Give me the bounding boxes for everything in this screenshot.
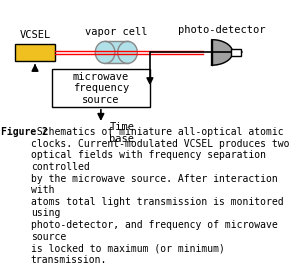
Text: vapor cell: vapor cell — [85, 27, 147, 37]
Ellipse shape — [95, 41, 115, 63]
Text: photo-detector: photo-detector — [178, 25, 266, 35]
Text: microwave
frequency
source: microwave frequency source — [73, 71, 129, 105]
Polygon shape — [212, 40, 233, 65]
Bar — [105, 41, 128, 63]
Text: Figure 2: Figure 2 — [1, 127, 48, 137]
FancyBboxPatch shape — [52, 70, 150, 107]
Bar — [231, 49, 241, 56]
Text: Schematics of miniature all-optical atomic
clocks. Current-modulated VCSEL produ: Schematics of miniature all-optical atom… — [31, 127, 289, 265]
FancyBboxPatch shape — [15, 44, 55, 61]
Text: Time
base: Time base — [109, 122, 134, 144]
Ellipse shape — [118, 41, 137, 63]
Text: VCSEL: VCSEL — [19, 30, 51, 40]
